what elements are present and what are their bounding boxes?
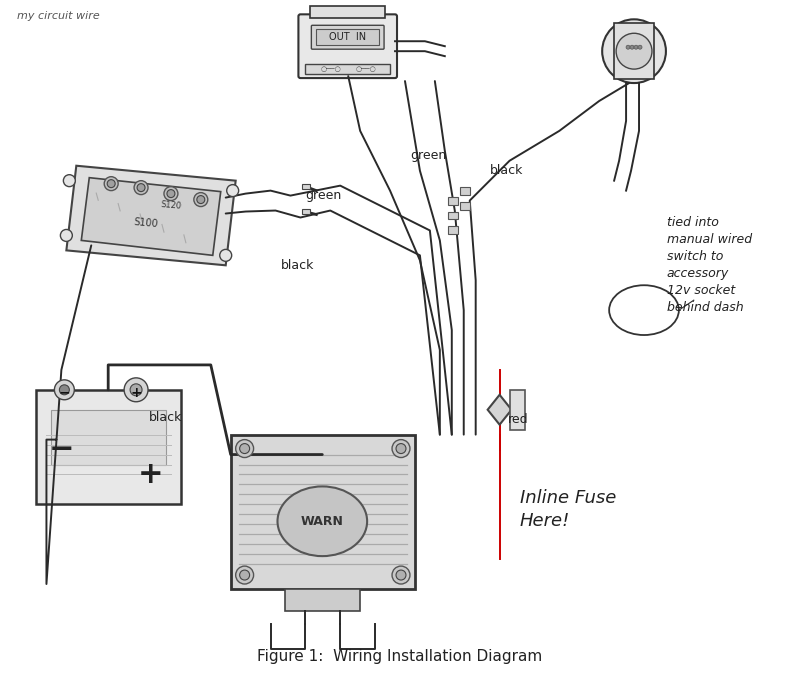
FancyBboxPatch shape [298, 14, 397, 78]
Circle shape [104, 176, 118, 191]
Circle shape [134, 181, 148, 195]
Circle shape [396, 570, 406, 580]
Circle shape [54, 380, 74, 399]
Circle shape [137, 183, 145, 192]
FancyBboxPatch shape [230, 434, 415, 589]
Text: ○──○: ○──○ [320, 66, 341, 72]
Circle shape [124, 378, 148, 402]
Text: Inline Fuse
Here!: Inline Fuse Here! [519, 489, 616, 529]
Text: −: − [58, 386, 70, 399]
Text: tied into
manual wired
switch to
accessory
12v socket
behind dash: tied into manual wired switch to accesso… [667, 215, 752, 313]
Circle shape [63, 174, 75, 187]
FancyBboxPatch shape [448, 211, 458, 220]
Circle shape [167, 189, 175, 198]
FancyBboxPatch shape [310, 6, 385, 18]
Text: +: + [130, 386, 142, 399]
FancyBboxPatch shape [306, 64, 390, 74]
Circle shape [396, 444, 406, 453]
Circle shape [630, 45, 634, 49]
Text: −: − [49, 435, 74, 464]
Circle shape [130, 384, 142, 396]
Text: ○──○: ○──○ [355, 66, 376, 72]
Text: S120: S120 [160, 200, 182, 211]
Circle shape [392, 440, 410, 458]
Ellipse shape [278, 486, 367, 556]
Circle shape [236, 440, 254, 458]
Polygon shape [488, 395, 511, 425]
Text: S100: S100 [134, 218, 158, 230]
Circle shape [392, 566, 410, 584]
Circle shape [638, 45, 642, 49]
Circle shape [60, 229, 72, 241]
Text: +: + [138, 460, 164, 489]
Circle shape [107, 180, 115, 187]
Circle shape [240, 444, 250, 453]
Text: OUT  IN: OUT IN [329, 32, 366, 42]
Circle shape [59, 385, 70, 395]
FancyBboxPatch shape [286, 589, 360, 611]
Circle shape [240, 570, 250, 580]
Text: my circuit wire: my circuit wire [17, 12, 99, 21]
FancyBboxPatch shape [311, 25, 384, 49]
FancyBboxPatch shape [448, 196, 458, 205]
FancyBboxPatch shape [302, 183, 310, 189]
Circle shape [602, 19, 666, 83]
Text: WARN: WARN [301, 515, 344, 528]
Text: Figure 1:  Wiring Installation Diagram: Figure 1: Wiring Installation Diagram [258, 649, 542, 664]
Circle shape [634, 45, 638, 49]
Text: black: black [490, 164, 523, 177]
Text: black: black [149, 411, 182, 424]
Polygon shape [82, 178, 221, 255]
Text: red: red [507, 413, 528, 426]
Circle shape [626, 45, 630, 49]
Text: black: black [281, 259, 314, 272]
FancyBboxPatch shape [614, 23, 654, 79]
FancyBboxPatch shape [460, 202, 470, 209]
Circle shape [226, 185, 238, 196]
FancyBboxPatch shape [460, 187, 470, 195]
Circle shape [236, 566, 254, 584]
FancyBboxPatch shape [37, 390, 181, 504]
FancyBboxPatch shape [510, 390, 526, 430]
Circle shape [616, 34, 652, 69]
Circle shape [197, 196, 205, 204]
Polygon shape [66, 166, 236, 265]
Circle shape [220, 250, 232, 261]
Text: green: green [410, 149, 446, 162]
FancyBboxPatch shape [302, 209, 310, 213]
FancyBboxPatch shape [448, 226, 458, 235]
Text: green: green [306, 189, 342, 202]
FancyBboxPatch shape [51, 410, 166, 464]
Circle shape [164, 187, 178, 200]
FancyBboxPatch shape [316, 29, 379, 45]
Circle shape [194, 193, 208, 207]
